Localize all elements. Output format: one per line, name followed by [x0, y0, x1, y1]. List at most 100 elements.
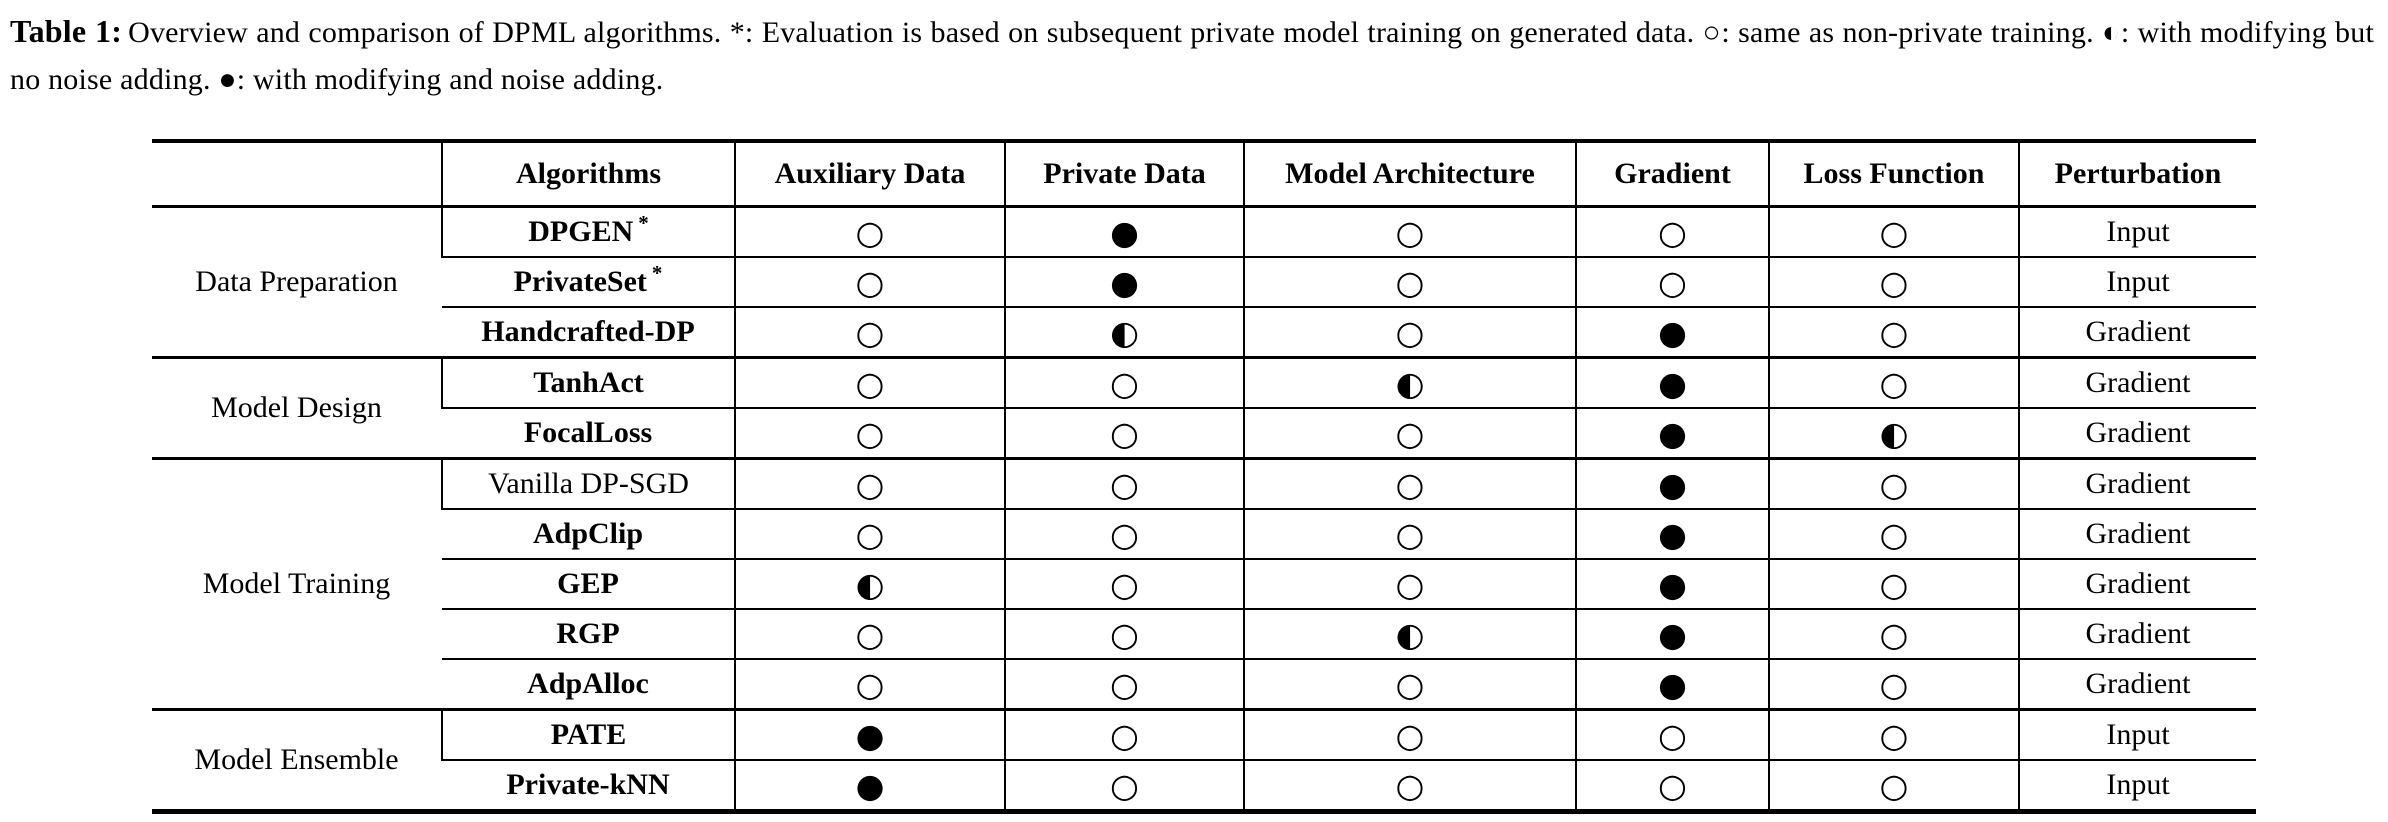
- column-header-auxiliary-data: Auxiliary Data: [734, 141, 1005, 207]
- symbol-cell-private-data: ○: [1004, 609, 1244, 659]
- algorithm-label: Vanilla DP-SGD: [488, 467, 689, 500]
- symbol-cell-loss-function: ○: [1768, 357, 2019, 408]
- symbol-cell-private-data: ○: [1004, 357, 1244, 408]
- algorithm-cell: PrivateSet *: [442, 257, 735, 307]
- symbol-cell-model-architecture: ○: [1243, 458, 1576, 509]
- perturbation-value: Gradient: [2018, 408, 2256, 459]
- column-header-model-architecture: Model Architecture: [1243, 141, 1576, 207]
- algorithm-label: PrivateSet: [513, 265, 647, 298]
- table-row-dpgen: Data Preparation DPGEN * ○ ● ○ ○ ○ Input: [152, 206, 2256, 298]
- algorithm-label: GEP: [557, 567, 619, 600]
- symbol-cell-model-architecture: ◐: [1243, 357, 1576, 408]
- symbol-cell-auxiliary-data: ○: [734, 609, 1005, 659]
- symbol-cell-gradient: ●: [1575, 559, 1769, 609]
- symbol-cell-gradient: ○: [1575, 709, 1769, 760]
- symbol-cell-model-architecture: ○: [1243, 206, 1576, 257]
- symbol-cell-auxiliary-data: ○: [734, 408, 1005, 459]
- symbol-cell-auxiliary-data: ○: [734, 509, 1005, 559]
- symbol-cell-private-data: ○: [1004, 709, 1244, 760]
- star-marker: *: [651, 261, 663, 285]
- symbol-cell-auxiliary-data: ○: [734, 659, 1005, 710]
- column-header-algorithms: Algorithms: [441, 141, 735, 207]
- perturbation-value: Gradient: [2018, 357, 2256, 408]
- symbol-cell-model-architecture: ○: [1243, 709, 1576, 760]
- table-row-pate: Model Ensemble PATE ● ○ ○ ○ ○ Input: [152, 709, 2256, 776]
- algorithm-cell: DPGEN *: [441, 206, 735, 257]
- algorithm-label: AdpAlloc: [527, 667, 649, 700]
- symbol-cell-loss-function: ○: [1768, 458, 2019, 509]
- column-header-loss-function: Loss Function: [1768, 141, 2019, 207]
- algorithm-cell: AdpClip: [442, 509, 735, 559]
- table-row-focalloss: FocalLoss ○ ○ ○ ● ◐ Gradient: [152, 408, 2256, 459]
- algorithm-cell: Handcrafted-DP: [442, 307, 735, 358]
- perturbation-value: Gradient: [2018, 509, 2256, 559]
- symbol-cell-private-data: ○: [1004, 458, 1244, 509]
- table-row-handcrafted-dp: Handcrafted-DP ○ ◐ ○ ● ○ Gradient: [152, 307, 2256, 358]
- symbol-cell-model-architecture: ○: [1243, 760, 1576, 812]
- header-row: Algorithms Auxiliary Data Private Data M…: [152, 141, 2256, 207]
- table-row-private-knn: Private-kNN ● ○ ○ ○ ○ Input: [152, 760, 2256, 812]
- table-row-tanhact: Model Design TanhAct ○ ○ ◐ ● ○ Gradient: [152, 357, 2256, 424]
- category-cell-model-design: Model Design: [211, 391, 382, 424]
- symbol-cell-gradient: ●: [1575, 357, 1769, 408]
- symbol-cell-loss-function: ○: [1768, 609, 2019, 659]
- algorithm-label: RGP: [556, 617, 620, 650]
- category-cell-data-preparation: Data Preparation: [195, 265, 398, 298]
- algorithm-label: FocalLoss: [523, 416, 653, 449]
- symbol-cell-loss-function: ◐: [1768, 408, 2019, 459]
- perturbation-value: Input: [2018, 760, 2256, 812]
- column-header-category: [152, 141, 442, 207]
- algorithm-cell: Private-kNN: [442, 760, 735, 812]
- symbol-cell-private-data: ◐: [1004, 307, 1244, 358]
- symbol-cell-auxiliary-data: ○: [734, 307, 1005, 358]
- symbol-cell-model-architecture: ○: [1243, 307, 1576, 358]
- symbol-cell-loss-function: ○: [1768, 659, 2019, 710]
- algorithm-cell: FocalLoss: [442, 408, 735, 459]
- symbol-cell-auxiliary-data: ○: [734, 206, 1005, 257]
- caption-label: Table 1:: [10, 13, 123, 49]
- perturbation-value: Input: [2018, 257, 2256, 307]
- algorithm-label: DPGEN: [528, 215, 634, 248]
- symbol-cell-private-data: ○: [1004, 559, 1244, 609]
- table-row-gep: GEP ◐ ○ ○ ● ○ Gradient: [152, 559, 2256, 609]
- symbol-cell-auxiliary-data: ●: [734, 709, 1005, 760]
- caption-text: Overview and comparison of DPML algorith…: [10, 16, 2374, 96]
- symbol-cell-model-architecture: ◐: [1243, 609, 1576, 659]
- algorithm-label: TanhAct: [533, 366, 644, 399]
- symbol-cell-gradient: ●: [1575, 659, 1769, 710]
- algorithm-label: PATE: [550, 718, 627, 751]
- algorithm-cell: PATE: [441, 709, 735, 760]
- category-cell-model-training: Model Training: [202, 567, 391, 600]
- symbol-cell-model-architecture: ○: [1243, 509, 1576, 559]
- perturbation-value: Gradient: [2018, 609, 2256, 659]
- symbol-cell-private-data: ○: [1004, 509, 1244, 559]
- symbol-cell-gradient: ●: [1575, 509, 1769, 559]
- symbol-cell-gradient: ●: [1575, 307, 1769, 358]
- perturbation-value: Input: [2018, 206, 2256, 257]
- column-header-perturbation: Perturbation: [2018, 141, 2256, 207]
- symbol-cell-auxiliary-data: ○: [734, 458, 1005, 509]
- star-marker: *: [638, 211, 649, 235]
- symbol-cell-auxiliary-data: ○: [734, 357, 1005, 408]
- symbol-cell-gradient: ●: [1575, 458, 1769, 509]
- algorithm-label: Handcrafted-DP: [481, 315, 695, 348]
- paper-page: Table 1: Overview and comparison of DPML …: [0, 8, 2388, 822]
- symbol-cell-gradient: ○: [1575, 760, 1769, 812]
- symbol-cell-gradient: ○: [1575, 257, 1769, 307]
- symbol-cell-auxiliary-data: ●: [734, 760, 1005, 812]
- symbol-cell-auxiliary-data: ◐: [734, 559, 1005, 609]
- algorithm-label: Private-kNN: [506, 768, 670, 801]
- symbol-cell-private-data: ●: [1004, 257, 1244, 307]
- dpml-comparison-table: Algorithms Auxiliary Data Private Data M…: [152, 139, 2256, 814]
- perturbation-value: Input: [2018, 709, 2256, 760]
- symbol-cell-loss-function: ○: [1768, 509, 2019, 559]
- algorithm-cell: TanhAct: [441, 357, 735, 408]
- table-row-rgp: RGP ○ ○ ◐ ● ○ Gradient: [152, 609, 2256, 659]
- category-cell-model-ensemble: Model Ensemble: [194, 743, 399, 776]
- column-header-gradient: Gradient: [1575, 141, 1769, 207]
- table-row-adpclip: AdpClip ○ ○ ○ ● ○ Gradient: [152, 509, 2256, 559]
- table-row-privateset: PrivateSet * ○ ● ○ ○ ○ Input: [152, 257, 2256, 307]
- column-header-private-data: Private Data: [1004, 141, 1244, 207]
- symbol-cell-gradient: ●: [1575, 408, 1769, 459]
- table-caption: Table 1: Overview and comparison of DPML …: [10, 8, 2374, 103]
